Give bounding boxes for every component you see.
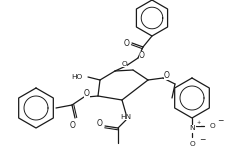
Text: −: − (199, 135, 205, 144)
Text: O: O (209, 123, 215, 129)
Text: HO: HO (72, 74, 83, 80)
Text: O: O (84, 89, 90, 97)
Text: O: O (97, 119, 103, 128)
Text: O: O (189, 141, 195, 147)
Text: +: + (197, 120, 201, 126)
Text: HN: HN (121, 114, 132, 120)
Text: O: O (121, 61, 127, 67)
Text: O: O (164, 71, 170, 80)
Text: O: O (139, 51, 145, 60)
Text: N: N (189, 125, 195, 131)
Text: O: O (124, 40, 130, 49)
Text: −: − (217, 117, 223, 126)
Text: O: O (70, 120, 76, 129)
